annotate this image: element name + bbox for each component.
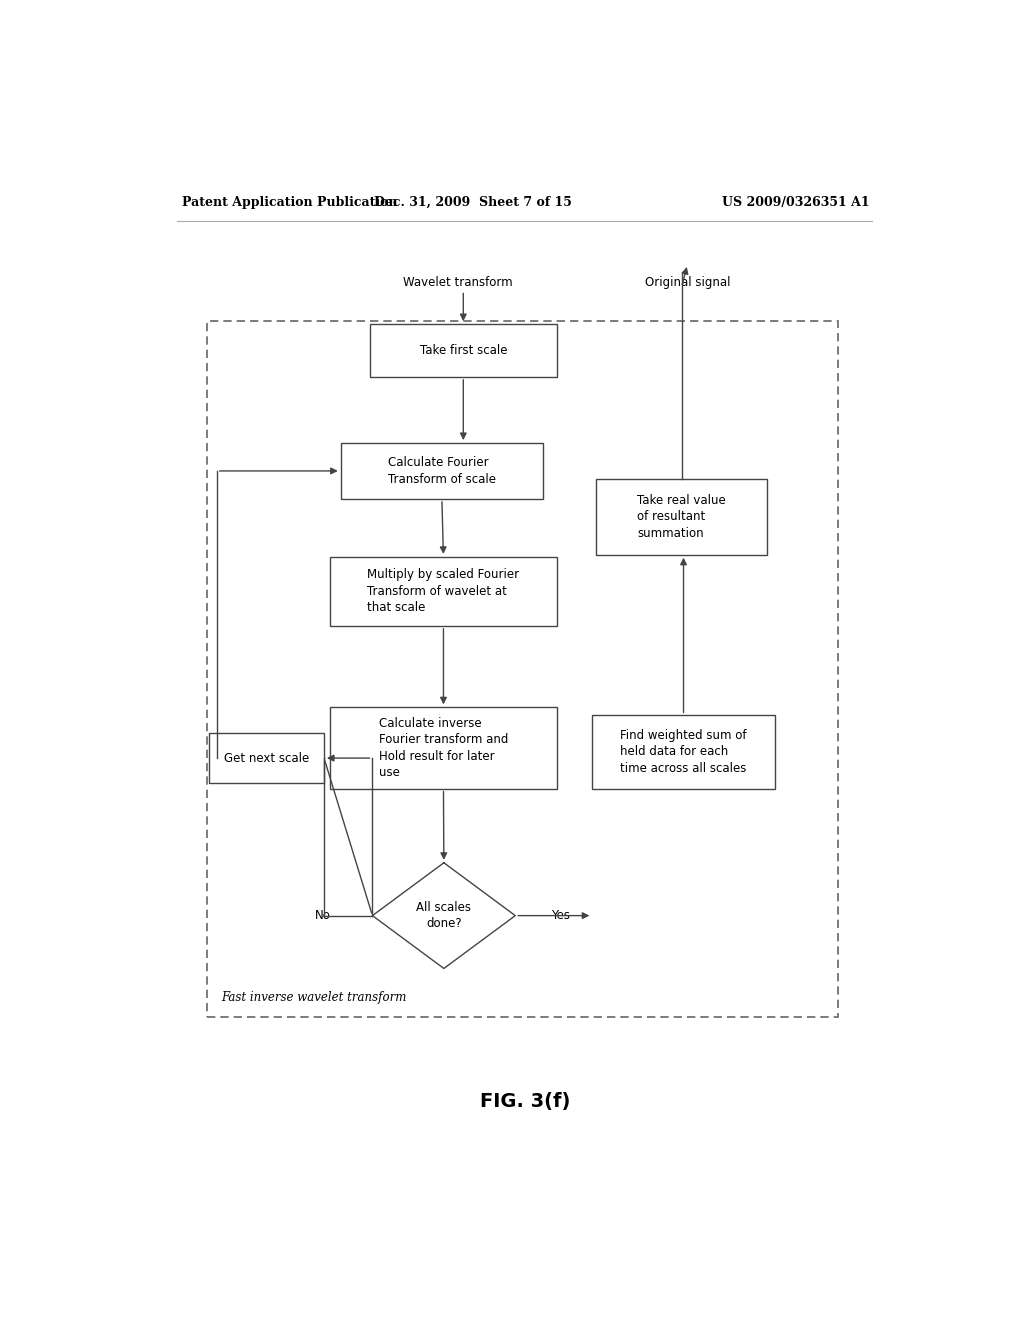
Text: Take first scale: Take first scale: [420, 345, 507, 356]
Text: Calculate Fourier
Transform of scale: Calculate Fourier Transform of scale: [388, 457, 496, 486]
Text: Find weighted sum of
held data for each
time across all scales: Find weighted sum of held data for each …: [621, 729, 746, 775]
Bar: [207, 321, 839, 1018]
Text: Patent Application Publication: Patent Application Publication: [182, 195, 397, 209]
Text: Get next scale: Get next scale: [224, 751, 309, 764]
Text: Fast inverse wavelet transform: Fast inverse wavelet transform: [221, 991, 407, 1005]
Bar: [331, 708, 557, 788]
Bar: [592, 715, 775, 788]
Text: Calculate inverse
Fourier transform and
Hold result for later
use: Calculate inverse Fourier transform and …: [379, 717, 508, 779]
Text: Dec. 31, 2009  Sheet 7 of 15: Dec. 31, 2009 Sheet 7 of 15: [375, 195, 572, 209]
Text: Wavelet transform: Wavelet transform: [402, 276, 512, 289]
Bar: [341, 444, 543, 499]
Text: Multiply by scaled Fourier
Transform of wavelet at
that scale: Multiply by scaled Fourier Transform of …: [368, 569, 519, 614]
Text: Take real value
of resultant
summation: Take real value of resultant summation: [637, 494, 726, 540]
Text: US 2009/0326351 A1: US 2009/0326351 A1: [722, 195, 870, 209]
Bar: [596, 479, 767, 554]
Bar: [209, 733, 324, 784]
Bar: [331, 557, 557, 626]
Bar: [370, 325, 557, 378]
Text: Yes: Yes: [551, 909, 570, 923]
Text: No: No: [314, 909, 331, 923]
Text: Original signal: Original signal: [645, 276, 730, 289]
Text: FIG. 3(f): FIG. 3(f): [479, 1092, 570, 1111]
Polygon shape: [373, 863, 515, 969]
Text: All scales
done?: All scales done?: [417, 900, 471, 931]
